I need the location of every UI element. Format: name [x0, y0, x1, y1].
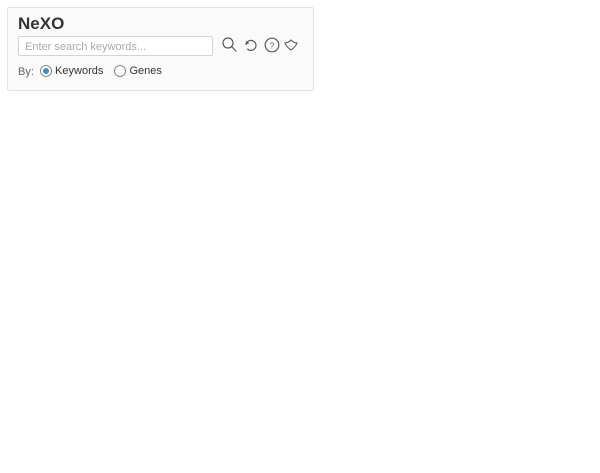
- svg-text:?: ?: [270, 41, 275, 50]
